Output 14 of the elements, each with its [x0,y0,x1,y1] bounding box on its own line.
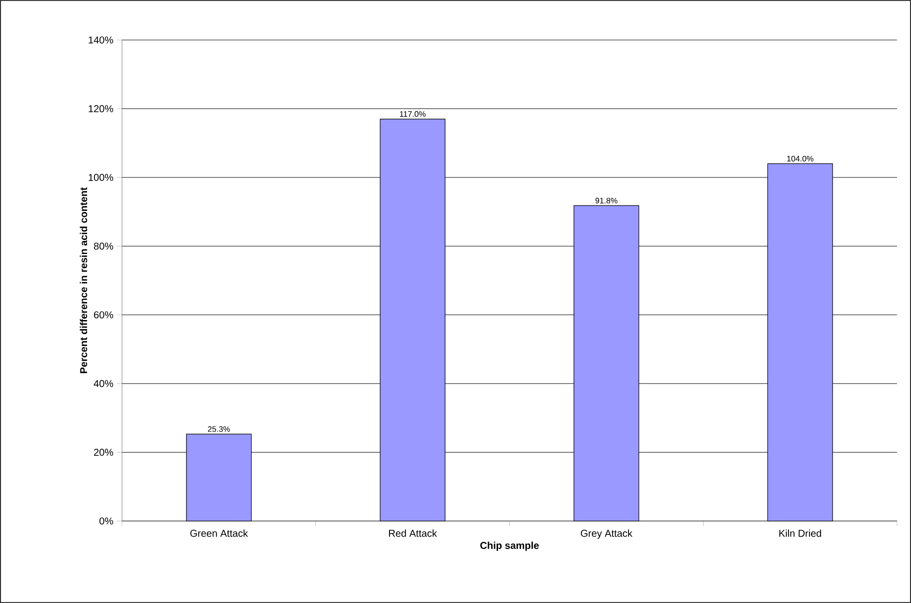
y-tick-label: 140% [88,36,114,44]
y-tick-label: 100% [88,174,114,181]
y-tick-label: 40% [94,380,114,388]
y-tick-label: 60% [94,311,114,318]
y-tick-label: 80% [94,242,114,250]
y-axis-title: Percent difference in resin acid content [80,187,88,374]
x-tick-label: Grey Attack [580,530,632,539]
x-tick-label: Red Attack [389,530,437,537]
x-tick-label: Kiln Dried [779,530,822,537]
y-tick-label: 0% [99,517,114,525]
y-tick-label: 120% [88,105,114,112]
x-axis-title: Chip sample [480,542,539,551]
x-tick-label: Green Attack [190,530,248,537]
y-tick-label: 20% [94,448,114,456]
